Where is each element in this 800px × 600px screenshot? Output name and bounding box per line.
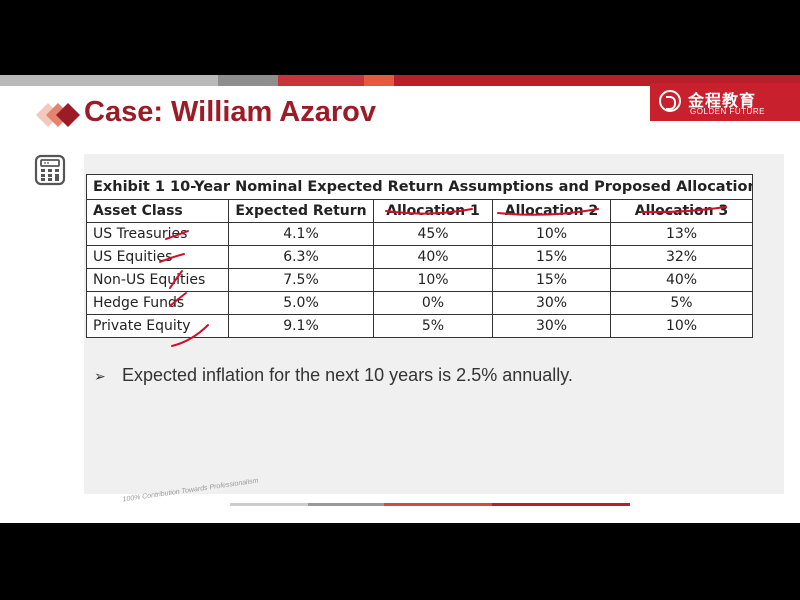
allocation-2-cell: 15% — [492, 268, 611, 292]
allocation-2-cell: 30% — [492, 314, 611, 338]
expected-return-cell: 4.1% — [228, 222, 374, 246]
column-header: Allocation 1 — [373, 199, 493, 223]
footer-banner-text: PROFESSIONAL INNOVATION VALUE CREATING — [495, 499, 622, 505]
allocation-1-cell: 40% — [373, 245, 493, 269]
column-header: Allocation 2 — [492, 199, 611, 223]
asset-class-cell: Non-US Equities — [86, 268, 229, 292]
arrow-bullet-icon: ➢ — [94, 368, 106, 384]
logo-english-name: GOLDEN FUTURE — [690, 107, 765, 116]
table-row: Non-US Equities 7.5% 10% 15% 40% — [86, 268, 754, 292]
bullet-text: Expected inflation for the next 10 years… — [122, 365, 573, 385]
top-stripe-crimson — [394, 75, 800, 86]
allocation-2-cell: 30% — [492, 291, 611, 315]
slide: 金程教育 GOLDEN FUTURE Case: William Azarov … — [0, 75, 800, 523]
expected-return-cell: 6.3% — [228, 245, 374, 269]
expected-return-cell: 5.0% — [228, 291, 374, 315]
allocation-1-cell: 5% — [373, 314, 493, 338]
calculator-icon[interactable] — [34, 154, 66, 186]
allocation-1-cell: 10% — [373, 268, 493, 292]
allocation-3-cell: 40% — [609, 268, 754, 292]
asset-class-cell: US Treasuries — [86, 222, 229, 246]
top-stripe-darkgray — [218, 75, 278, 86]
table-header-row: Asset Class Expected Return Allocation 1… — [86, 199, 754, 223]
column-header: Expected Return — [228, 199, 374, 223]
footer-bar-gray — [308, 503, 384, 506]
table-row: US Equities 6.3% 40% 15% 32% — [86, 245, 754, 269]
table-caption-row: Exhibit 1 10-Year Nominal Expected Retur… — [85, 174, 754, 200]
table-caption: Exhibit 1 10-Year Nominal Expected Retur… — [85, 174, 754, 200]
brand-logo: 金程教育 GOLDEN FUTURE — [650, 83, 800, 121]
diamond-icon — [36, 103, 80, 127]
asset-class-cell: US Equities — [86, 245, 229, 269]
expected-return-cell: 9.1% — [228, 314, 374, 338]
table-row: Private Equity 9.1% 5% 30% 10% — [86, 314, 754, 338]
allocation-3-cell: 5% — [609, 291, 754, 315]
asset-class-cell: Hedge Funds — [86, 291, 229, 315]
page-title: Case: William Azarov — [84, 96, 376, 128]
allocation-1-cell: 45% — [373, 222, 493, 246]
logo-mark-icon — [659, 90, 681, 112]
allocation-3-cell: 32% — [609, 245, 754, 269]
top-stripe-gray — [0, 75, 218, 86]
column-header: Allocation 3 — [609, 199, 754, 223]
allocation-3-cell: 10% — [609, 314, 754, 338]
expected-return-cell: 7.5% — [228, 268, 374, 292]
asset-class-cell: Private Equity — [86, 314, 229, 338]
allocation-2-cell: 10% — [492, 222, 611, 246]
bullet-item: ➢ Expected inflation for the next 10 year… — [94, 365, 573, 386]
logo-chinese-name: 金程教育 — [688, 93, 757, 110]
footer-bar-orange — [384, 503, 492, 506]
table-row: Hedge Funds 5.0% 0% 30% 5% — [86, 291, 754, 315]
table-row: US Treasuries 4.1% 45% 10% 13% — [86, 222, 754, 246]
column-header: Asset Class — [86, 199, 229, 223]
allocation-3-cell: 13% — [609, 222, 754, 246]
footer-bar-light — [230, 503, 308, 506]
footer-bar-red — [492, 503, 630, 506]
top-stripe-orange — [364, 75, 394, 86]
top-stripe-red — [278, 75, 364, 86]
allocation-2-cell: 15% — [492, 245, 611, 269]
exhibit-table: Exhibit 1 10-Year Nominal Expected Retur… — [85, 174, 754, 338]
allocation-1-cell: 0% — [373, 291, 493, 315]
